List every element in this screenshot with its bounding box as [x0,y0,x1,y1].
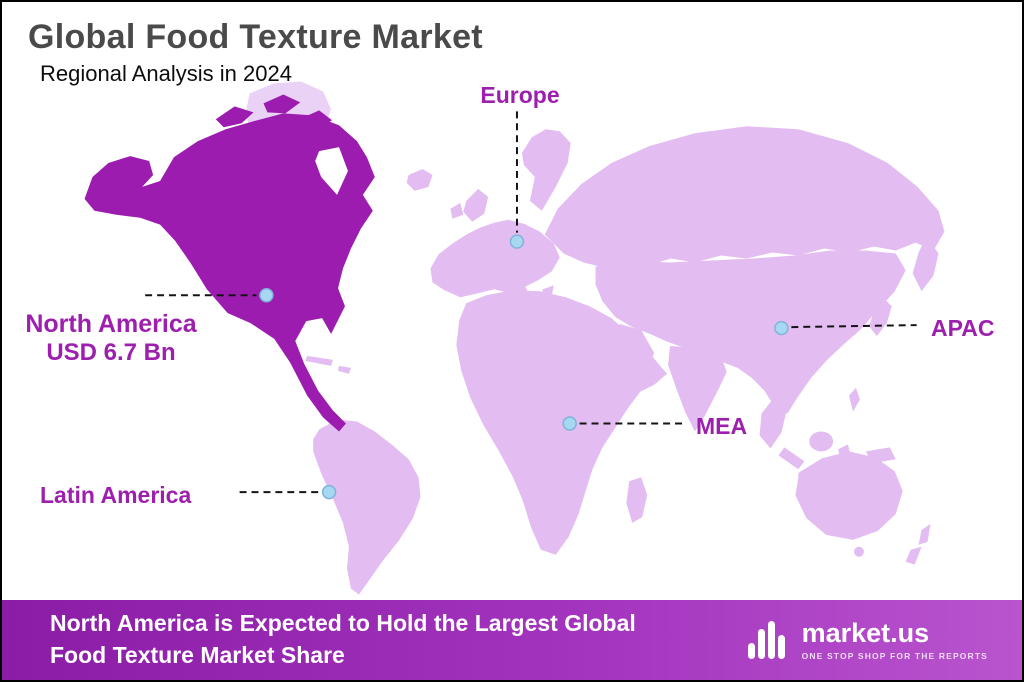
region-label-apac: APAC [931,315,995,341]
region-label-north-america: North America USD 6.7 Bn [10,310,212,367]
north-america-label: North America [25,310,197,338]
marketus-logo-text-block: market.us ONE STOP SHOP FOR THE REPORTS [801,617,988,661]
leader-lines [145,111,917,494]
se-asia [759,399,787,449]
island-uk [463,188,489,222]
arctic-island [263,94,301,114]
page-title: Global Food Texture Market [28,18,483,56]
island-iceland [406,169,433,191]
continent-south-america [313,419,421,595]
arctic-island [215,106,254,128]
island-new-zealand [918,523,931,545]
page-subtitle: Regional Analysis in 2024 [40,61,292,86]
island-madagascar [626,477,648,523]
region-markers [259,234,789,500]
india [668,345,727,432]
region-label-mea: MEA [696,413,748,439]
marker-mea [562,416,577,431]
continent-africa [456,290,668,555]
leader-apac [791,324,917,329]
region-label-latin-america: Latin America [40,482,192,508]
continent-asia-south [595,250,906,414]
island-philippines [849,387,860,412]
continent-asia-north [544,126,945,268]
footer-banner: North America is Expected to Hold the La… [2,600,1022,680]
marker-apac [774,320,789,336]
continent-europe [430,219,560,298]
island-tasmania [853,546,864,557]
banner-line-1: North America is Expected to Hold the La… [50,610,636,637]
kamchatka [912,236,939,292]
continent-north-america-highlighted [84,94,375,432]
island-borneo [809,431,834,452]
marketus-logo-tagline: ONE STOP SHOP FOR THE REPORTS [801,650,988,661]
marketus-logo-text: market.us [801,617,930,648]
marker-north-america [259,288,274,303]
island-cuba [305,355,334,366]
marker-europe [509,234,525,249]
banner-line-2: Food Texture Market Share [50,642,345,668]
continent-australia [795,451,903,540]
marketus-logo-icon [747,621,785,659]
banner-headline: North America is Expected to Hold the La… [50,608,636,671]
island-ireland [450,202,464,219]
region-label-europe: Europe [480,82,560,108]
scandinavia [521,129,571,211]
hudson-bay [315,147,348,195]
island-japan [868,296,892,337]
arctic-island [301,110,333,130]
continents-light [305,126,945,595]
header: Global Food Texture Market Regional Anal… [28,18,483,87]
north-america-value: USD 6.7 Bn [46,339,176,366]
marker-latin-america [321,484,337,500]
marketus-logo: market.us ONE STOP SHOP FOR THE REPORTS [744,617,988,663]
